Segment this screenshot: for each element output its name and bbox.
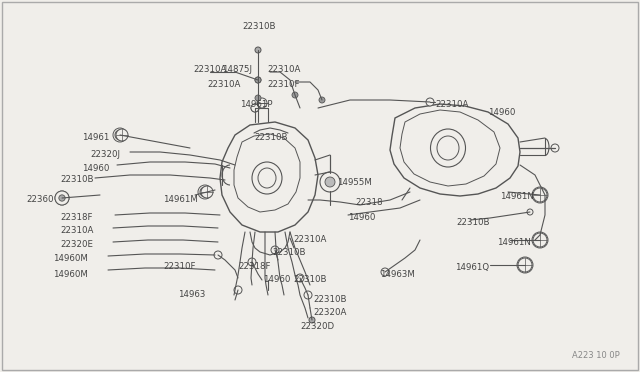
Circle shape [292,92,298,98]
Text: 22320A: 22320A [313,308,346,317]
Circle shape [201,186,213,198]
Circle shape [533,233,547,247]
Text: 14960: 14960 [82,164,109,173]
Text: 14961: 14961 [82,133,109,142]
Text: 22310F: 22310F [163,262,195,271]
Text: 22318: 22318 [355,198,383,207]
Circle shape [255,77,261,83]
Text: 22320D: 22320D [300,322,334,331]
Text: 22310F: 22310F [267,80,300,89]
Circle shape [535,235,545,245]
Circle shape [271,246,279,254]
Text: 22310A: 22310A [193,65,227,74]
Text: 22310B: 22310B [313,295,346,304]
Circle shape [57,193,67,203]
Text: 22310A: 22310A [60,226,93,235]
Circle shape [255,95,261,101]
Text: 22310B: 22310B [456,218,490,227]
Text: 14963M: 14963M [380,270,415,279]
Circle shape [214,251,222,259]
Circle shape [319,97,325,103]
Circle shape [325,177,335,187]
Text: 22310A: 22310A [207,80,241,89]
Text: 22310A: 22310A [293,235,326,244]
Circle shape [251,104,259,112]
Circle shape [309,317,315,323]
Circle shape [248,258,256,266]
Text: 22310B: 22310B [60,175,93,184]
Circle shape [527,209,533,215]
Circle shape [234,286,242,294]
Text: 14961N: 14961N [500,192,534,201]
Text: 22310B: 22310B [242,22,275,31]
Circle shape [518,258,532,272]
Circle shape [320,172,340,192]
Text: 14960: 14960 [348,213,376,222]
Text: 22320J: 22320J [90,150,120,159]
Text: 14960: 14960 [263,275,291,284]
Text: 14960M: 14960M [53,270,88,279]
Circle shape [520,260,530,270]
Text: 22318F: 22318F [238,262,271,271]
Text: 22360: 22360 [26,195,54,204]
Text: 14960M: 14960M [53,254,88,263]
Circle shape [296,274,304,282]
Circle shape [55,191,69,205]
Circle shape [255,77,261,83]
Text: 22320E: 22320E [60,240,93,249]
Text: 14963: 14963 [178,290,205,299]
Text: 14961M: 14961M [163,195,198,204]
Circle shape [426,98,434,106]
Text: 14961Q: 14961Q [455,263,489,272]
Circle shape [115,130,125,140]
Text: 14961N: 14961N [497,238,531,247]
Circle shape [381,268,389,276]
Text: 22318F: 22318F [60,213,93,222]
Text: 22310B: 22310B [254,133,287,142]
Circle shape [257,98,267,108]
Text: A223 10 0P: A223 10 0P [572,351,620,360]
Circle shape [59,195,65,201]
Text: 14955M: 14955M [337,178,372,187]
Text: 14875J: 14875J [222,65,252,74]
Text: 22310A: 22310A [267,65,300,74]
Circle shape [304,291,312,299]
Text: 14961P: 14961P [240,100,273,109]
Circle shape [535,190,545,200]
Text: 22310A: 22310A [435,100,468,109]
Text: 14960: 14960 [488,108,515,117]
Circle shape [200,187,210,197]
Circle shape [116,129,128,141]
Text: 22310B: 22310B [293,275,326,284]
Circle shape [255,47,261,53]
Circle shape [533,188,547,202]
Circle shape [551,144,559,152]
Text: 22310B: 22310B [272,248,305,257]
